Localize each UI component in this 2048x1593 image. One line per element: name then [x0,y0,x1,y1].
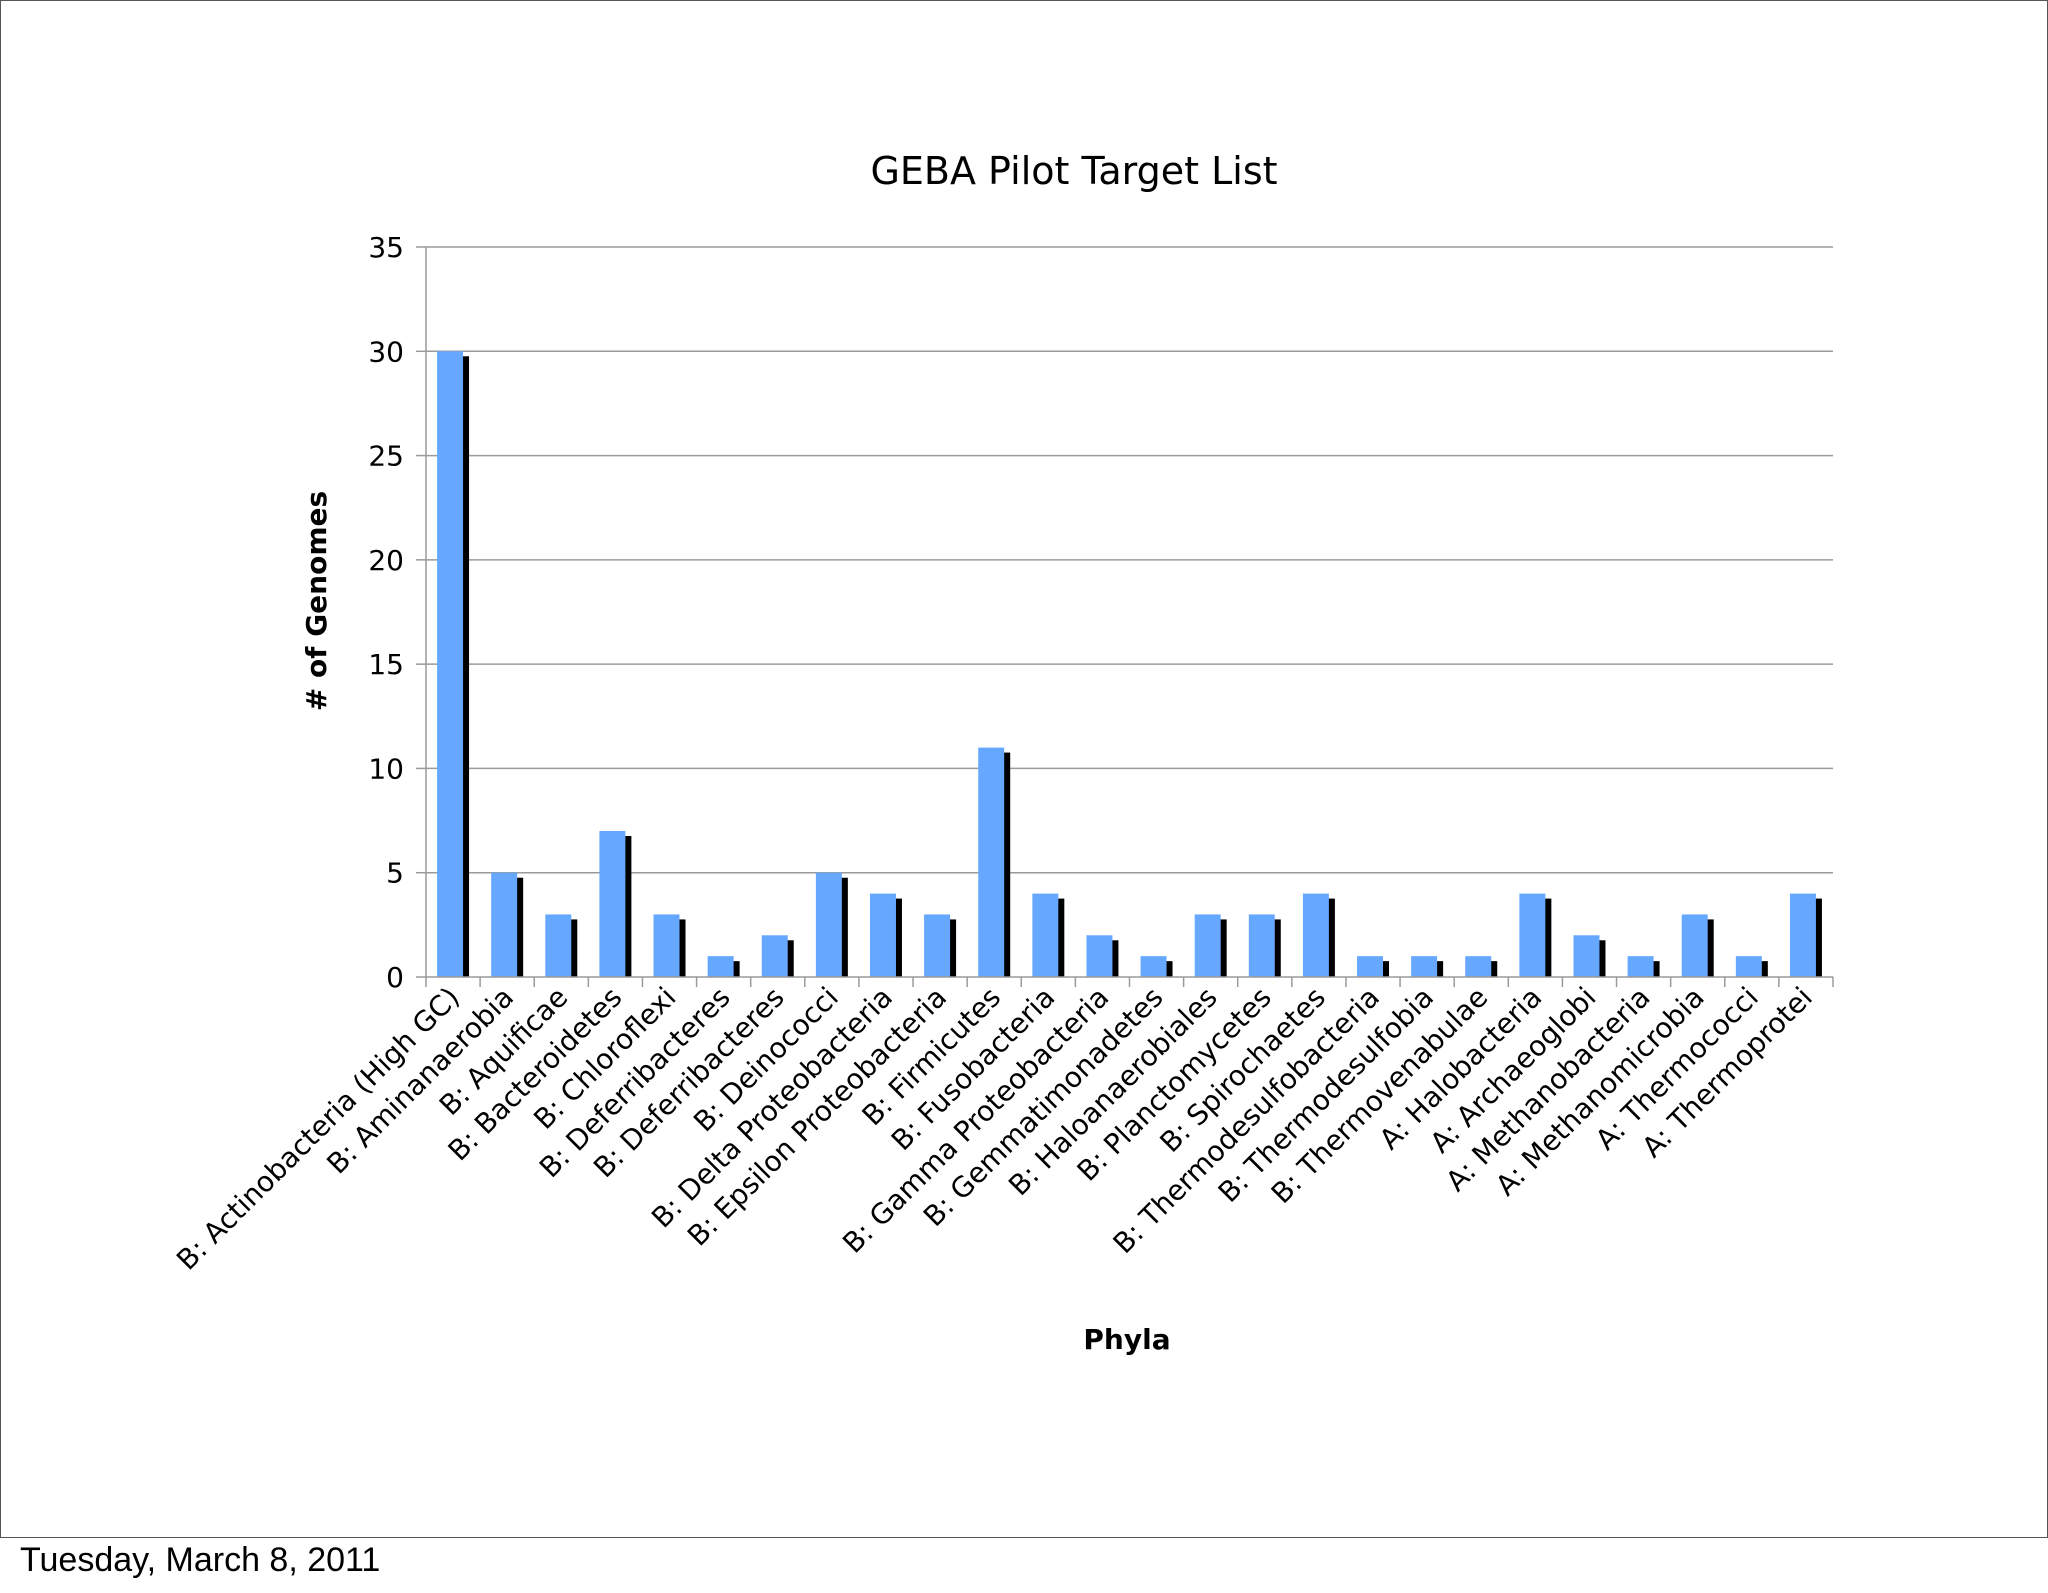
y-tick-label: 10 [368,752,404,785]
x-axis-label: Phyla [1083,1323,1170,1356]
bars [437,351,1822,977]
axes [425,247,1833,978]
footer-date: Tuesday, March 8, 2011 [20,1541,381,1579]
bar [1681,914,1708,977]
bar [1357,956,1384,977]
y-tick-label: 15 [368,648,404,681]
bar [491,872,518,977]
bar [1032,893,1059,977]
bar [1086,935,1113,977]
x-axis-ticks: B: Actinobacteria (High GC)B: Aminanaero… [170,977,1834,1277]
bar [1248,914,1275,977]
bar [1573,935,1600,977]
bar [1194,914,1221,977]
bar-chart: GEBA Pilot Target List # of Genomes Phyl… [170,149,1834,1356]
bar [437,351,464,977]
grid-lines [426,246,1833,874]
y-axis-label: # of Genomes [300,491,333,711]
bar [1411,956,1438,977]
bar [1735,956,1762,977]
y-tick-label: 30 [368,335,404,368]
bar [815,872,842,977]
bar [761,935,788,977]
bar [1789,893,1816,977]
bar [1140,956,1167,977]
bar [1465,956,1492,977]
chart-title: GEBA Pilot Target List [870,149,1277,193]
y-tick-label: 35 [368,231,404,264]
y-tick-label: 20 [368,544,404,577]
bar [924,914,951,977]
bar [707,956,734,977]
bar [1519,893,1546,977]
bar [1627,956,1654,977]
bar [599,831,626,977]
bar [653,914,680,977]
y-tick-label: 0 [386,961,404,994]
bar [545,914,572,977]
x-tick-label: B: Actinobacteria (High GC) [170,981,466,1277]
bar [978,747,1005,977]
y-tick-label: 25 [368,440,404,473]
bar [1302,893,1329,977]
y-axis-ticks: 0 5 10 15 20 25 30 35 [368,231,426,994]
bar [869,893,896,977]
y-tick-label: 5 [386,857,404,890]
